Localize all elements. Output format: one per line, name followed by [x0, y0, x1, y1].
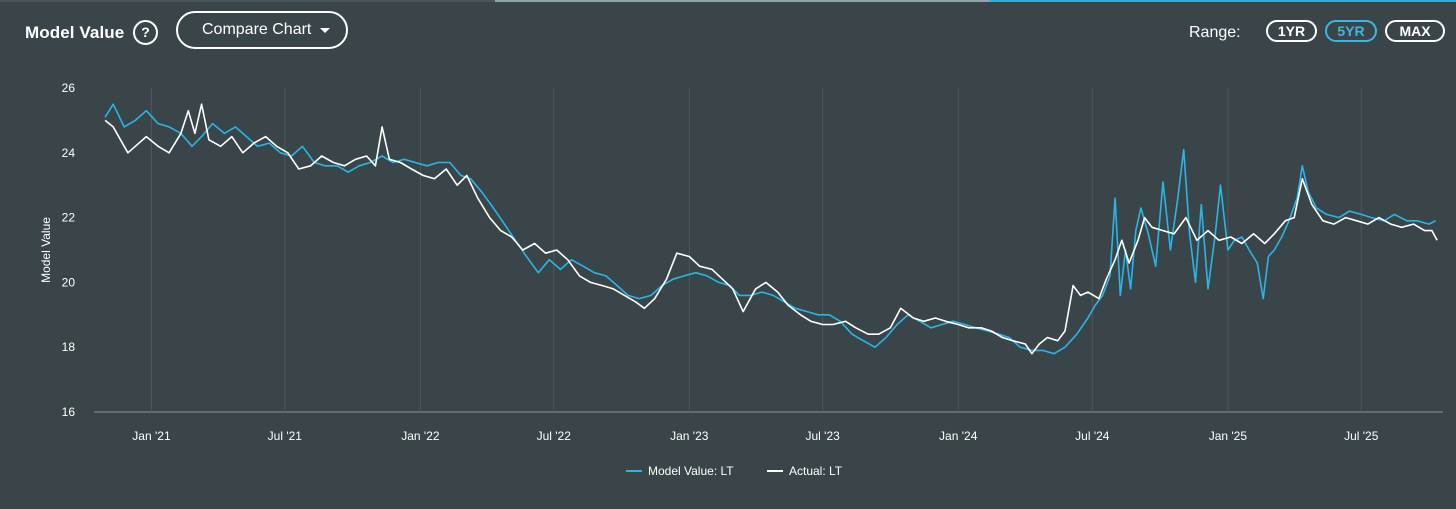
actual-series-line	[104, 103, 1438, 355]
legend-item-actual[interactable]: Actual: LT	[767, 464, 843, 478]
x-tick-label: Jan '21	[132, 429, 171, 443]
x-tick-label: Jul '25	[1344, 429, 1379, 443]
model-value-chart: 16 18 20 22 24 26 Jan '21 Jul '21 Jan '22 Jul '2…	[39, 81, 1443, 478]
y-tick-label: 18	[62, 340, 76, 354]
x-tick-label: Jul '24	[1075, 429, 1110, 443]
legend-label: Actual: LT	[789, 464, 843, 478]
chart-series	[104, 103, 1438, 355]
range-label: Range:	[1189, 24, 1241, 41]
top-accent-bar	[0, 0, 1456, 2]
x-tick-label: Jan '22	[401, 429, 440, 443]
help-icon[interactable]: ?	[133, 20, 158, 45]
x-tick-label: Jan '25	[1209, 429, 1248, 443]
y-tick-label: 16	[62, 405, 76, 419]
y-tick-label: 22	[62, 211, 76, 225]
range-5yr-button[interactable]: 5YR	[1325, 20, 1377, 42]
x-tick-label: Jan '23	[670, 429, 709, 443]
chart-header: Model Value ? Compare Chart Range: 1YR 5…	[0, 8, 1456, 56]
y-tick-label: 26	[62, 81, 76, 95]
chevron-down-icon	[320, 28, 330, 33]
y-axis-ticks: 16 18 20 22 24 26	[62, 81, 76, 419]
x-tick-label: Jan '24	[939, 429, 978, 443]
legend-label: Model Value: LT	[648, 464, 734, 478]
legend-item-model-value[interactable]: Model Value: LT	[626, 464, 734, 478]
x-tick-label: Jul '22	[537, 429, 572, 443]
range-1yr-button[interactable]: 1YR	[1266, 20, 1317, 42]
chart-title: Model Value	[25, 23, 125, 42]
y-axis-label: Model Value	[39, 217, 53, 283]
compare-chart-label: Compare Chart	[202, 21, 312, 38]
y-tick-label: 24	[62, 146, 76, 160]
x-tick-label: Jul '21	[268, 429, 303, 443]
model-value-series-line	[104, 103, 1436, 355]
chart-grid	[94, 88, 1443, 413]
x-axis-ticks: Jan '21 Jul '21 Jan '22 Jul '22 Jan '23 Jul '…	[132, 429, 1378, 443]
chart-legend[interactable]: Model Value: LT Actual: LT	[626, 464, 843, 478]
y-tick-label: 20	[62, 275, 76, 289]
x-tick-label: Jul '23	[805, 429, 840, 443]
compare-chart-dropdown[interactable]: Compare Chart	[176, 11, 348, 49]
range-max-button[interactable]: MAX	[1385, 20, 1445, 42]
